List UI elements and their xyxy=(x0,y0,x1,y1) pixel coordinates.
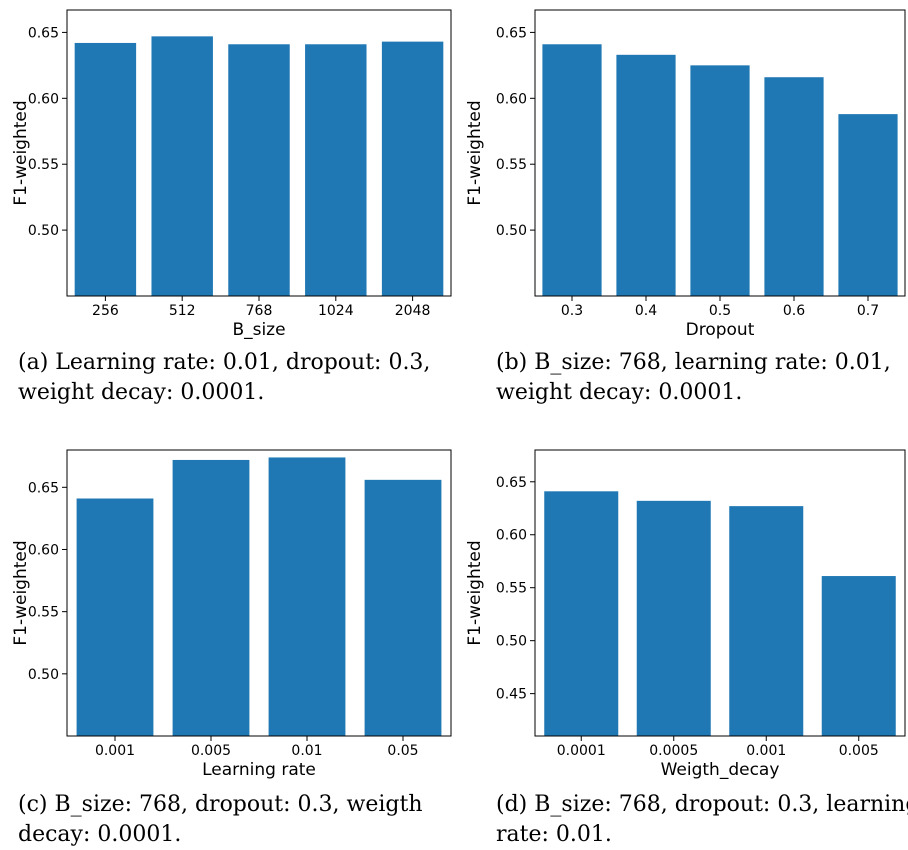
caption-b-line-1: (b) B_size: 768, learning rate: 0.01, xyxy=(496,350,891,375)
y-axis-label: F1-weighted xyxy=(465,540,485,645)
plot-frame xyxy=(66,449,452,737)
x-tick-label: 0.5 xyxy=(709,303,731,319)
x-axis-label: Dropout xyxy=(686,320,755,340)
x-tick-label: 0.3 xyxy=(561,303,583,319)
plot-frame xyxy=(66,9,452,297)
y-tick-label: 0.65 xyxy=(28,480,59,496)
caption-c-line-1: (c) B_size: 768, dropout: 0.3, weigth xyxy=(18,792,423,817)
y-tick-label: 0.65 xyxy=(496,475,527,491)
x-tick-label: 2048 xyxy=(395,303,431,319)
y-tick-label: 0.65 xyxy=(28,25,59,41)
bar xyxy=(172,459,250,736)
bar xyxy=(268,457,346,736)
bar xyxy=(364,479,442,736)
y-tick-label: 0.55 xyxy=(28,605,59,621)
bar xyxy=(76,498,154,736)
x-tick-label: 0.4 xyxy=(635,303,657,319)
y-tick-label: 0.55 xyxy=(496,157,527,173)
chart-a: 256 512 768 1024 2048 0.50 0.55 0.60 0.65 B_size F… xyxy=(11,9,452,340)
bar xyxy=(544,491,619,736)
y-tick-label: 0.55 xyxy=(496,581,527,597)
caption-a-line-2: weight decay: 0.0001. xyxy=(18,380,265,405)
bar xyxy=(690,65,750,296)
x-tick-label: 0.001 xyxy=(746,743,786,759)
x-axis-label: Weigth_decay xyxy=(661,760,780,780)
x-tick-label: 0.0001 xyxy=(557,743,606,759)
y-tick-label: 0.65 xyxy=(496,25,527,41)
x-tick-label: 512 xyxy=(169,303,196,319)
bar xyxy=(228,44,290,296)
y-tick-label: 0.55 xyxy=(28,157,59,173)
x-tick-label: 256 xyxy=(92,303,119,319)
y-tick-label: 0.60 xyxy=(28,91,59,107)
caption-c-line-2: decay: 0.0001. xyxy=(18,822,182,847)
chart-c: 0.001 0.005 0.01 0.05 0.50 0.55 0.60 0.65 Learni… xyxy=(11,449,452,780)
y-tick-label: 0.50 xyxy=(496,634,527,650)
bar xyxy=(764,77,824,296)
y-tick-label: 0.50 xyxy=(28,667,59,683)
plot-frame xyxy=(534,449,906,737)
bar xyxy=(542,44,602,296)
x-tick-label: 0.005 xyxy=(839,743,879,759)
panel-d: 0.0001 0.0005 0.001 0.005 0.45 0.50 0.55 0.60 0.… xyxy=(454,424,908,848)
panel-b: 0.3 0.4 0.5 0.6 0.7 0.50 0.55 0.60 0.65 Dropout F1… xyxy=(454,0,908,424)
x-axis-label: B_size xyxy=(232,320,285,340)
caption-d-line-2: rate: 0.01. xyxy=(496,822,612,847)
y-tick-label: 0.50 xyxy=(496,223,527,239)
y-tick-label: 0.60 xyxy=(28,542,59,558)
panel-c: 0.001 0.005 0.01 0.05 0.50 0.55 0.60 0.65 Learni… xyxy=(0,424,454,848)
panel-a: 256 512 768 1024 2048 0.50 0.55 0.60 0.65 B_size F… xyxy=(0,0,454,424)
x-axis-label: Learning rate xyxy=(202,760,316,780)
y-axis-label: F1-weighted xyxy=(11,540,31,645)
x-tick-label: 0.6 xyxy=(783,303,805,319)
x-tick-label: 0.001 xyxy=(95,743,135,759)
bar xyxy=(151,36,213,297)
x-tick-label: 0.0005 xyxy=(649,743,698,759)
x-tick-label: 0.05 xyxy=(387,743,418,759)
y-tick-label: 0.60 xyxy=(496,528,527,544)
caption-b: (b) B_size: 768, learning rate: 0.01, we… xyxy=(496,348,908,408)
bar xyxy=(305,44,367,296)
bar xyxy=(616,54,676,297)
bar xyxy=(74,42,137,297)
x-tick-label: 0.7 xyxy=(857,303,879,319)
y-tick-label: 0.45 xyxy=(496,687,527,703)
x-tick-label: 0.005 xyxy=(191,743,231,759)
bar xyxy=(381,41,444,296)
bar xyxy=(729,506,804,736)
caption-d: (d) B_size: 768, dropout: 0.3, learning … xyxy=(496,790,908,850)
caption-a: (a) Learning rate: 0.01, dropout: 0.3, w… xyxy=(18,348,438,408)
x-tick-label: 0.01 xyxy=(291,743,322,759)
x-tick-label: 1024 xyxy=(318,303,354,319)
caption-a-line-1: (a) Learning rate: 0.01, dropout: 0.3, xyxy=(18,350,431,375)
y-axis-label: F1-weighted xyxy=(465,100,485,205)
caption-c: (c) B_size: 768, dropout: 0.3, weigth de… xyxy=(18,790,438,850)
y-tick-label: 0.50 xyxy=(28,223,59,239)
chart-d: 0.0001 0.0005 0.001 0.005 0.45 0.50 0.55 0.60 0.… xyxy=(465,449,906,780)
plot-frame xyxy=(534,9,906,297)
chart-b: 0.3 0.4 0.5 0.6 0.7 0.50 0.55 0.60 0.65 Dropout F1… xyxy=(465,9,906,340)
y-axis-label: F1-weighted xyxy=(11,100,31,205)
caption-d-line-1: (d) B_size: 768, dropout: 0.3, learning xyxy=(496,792,908,817)
y-tick-label: 0.60 xyxy=(496,91,527,107)
bar xyxy=(821,576,896,736)
caption-b-line-2: weight decay: 0.0001. xyxy=(496,380,743,405)
bar xyxy=(636,500,711,736)
x-tick-label: 768 xyxy=(246,303,273,319)
bar xyxy=(838,114,898,297)
